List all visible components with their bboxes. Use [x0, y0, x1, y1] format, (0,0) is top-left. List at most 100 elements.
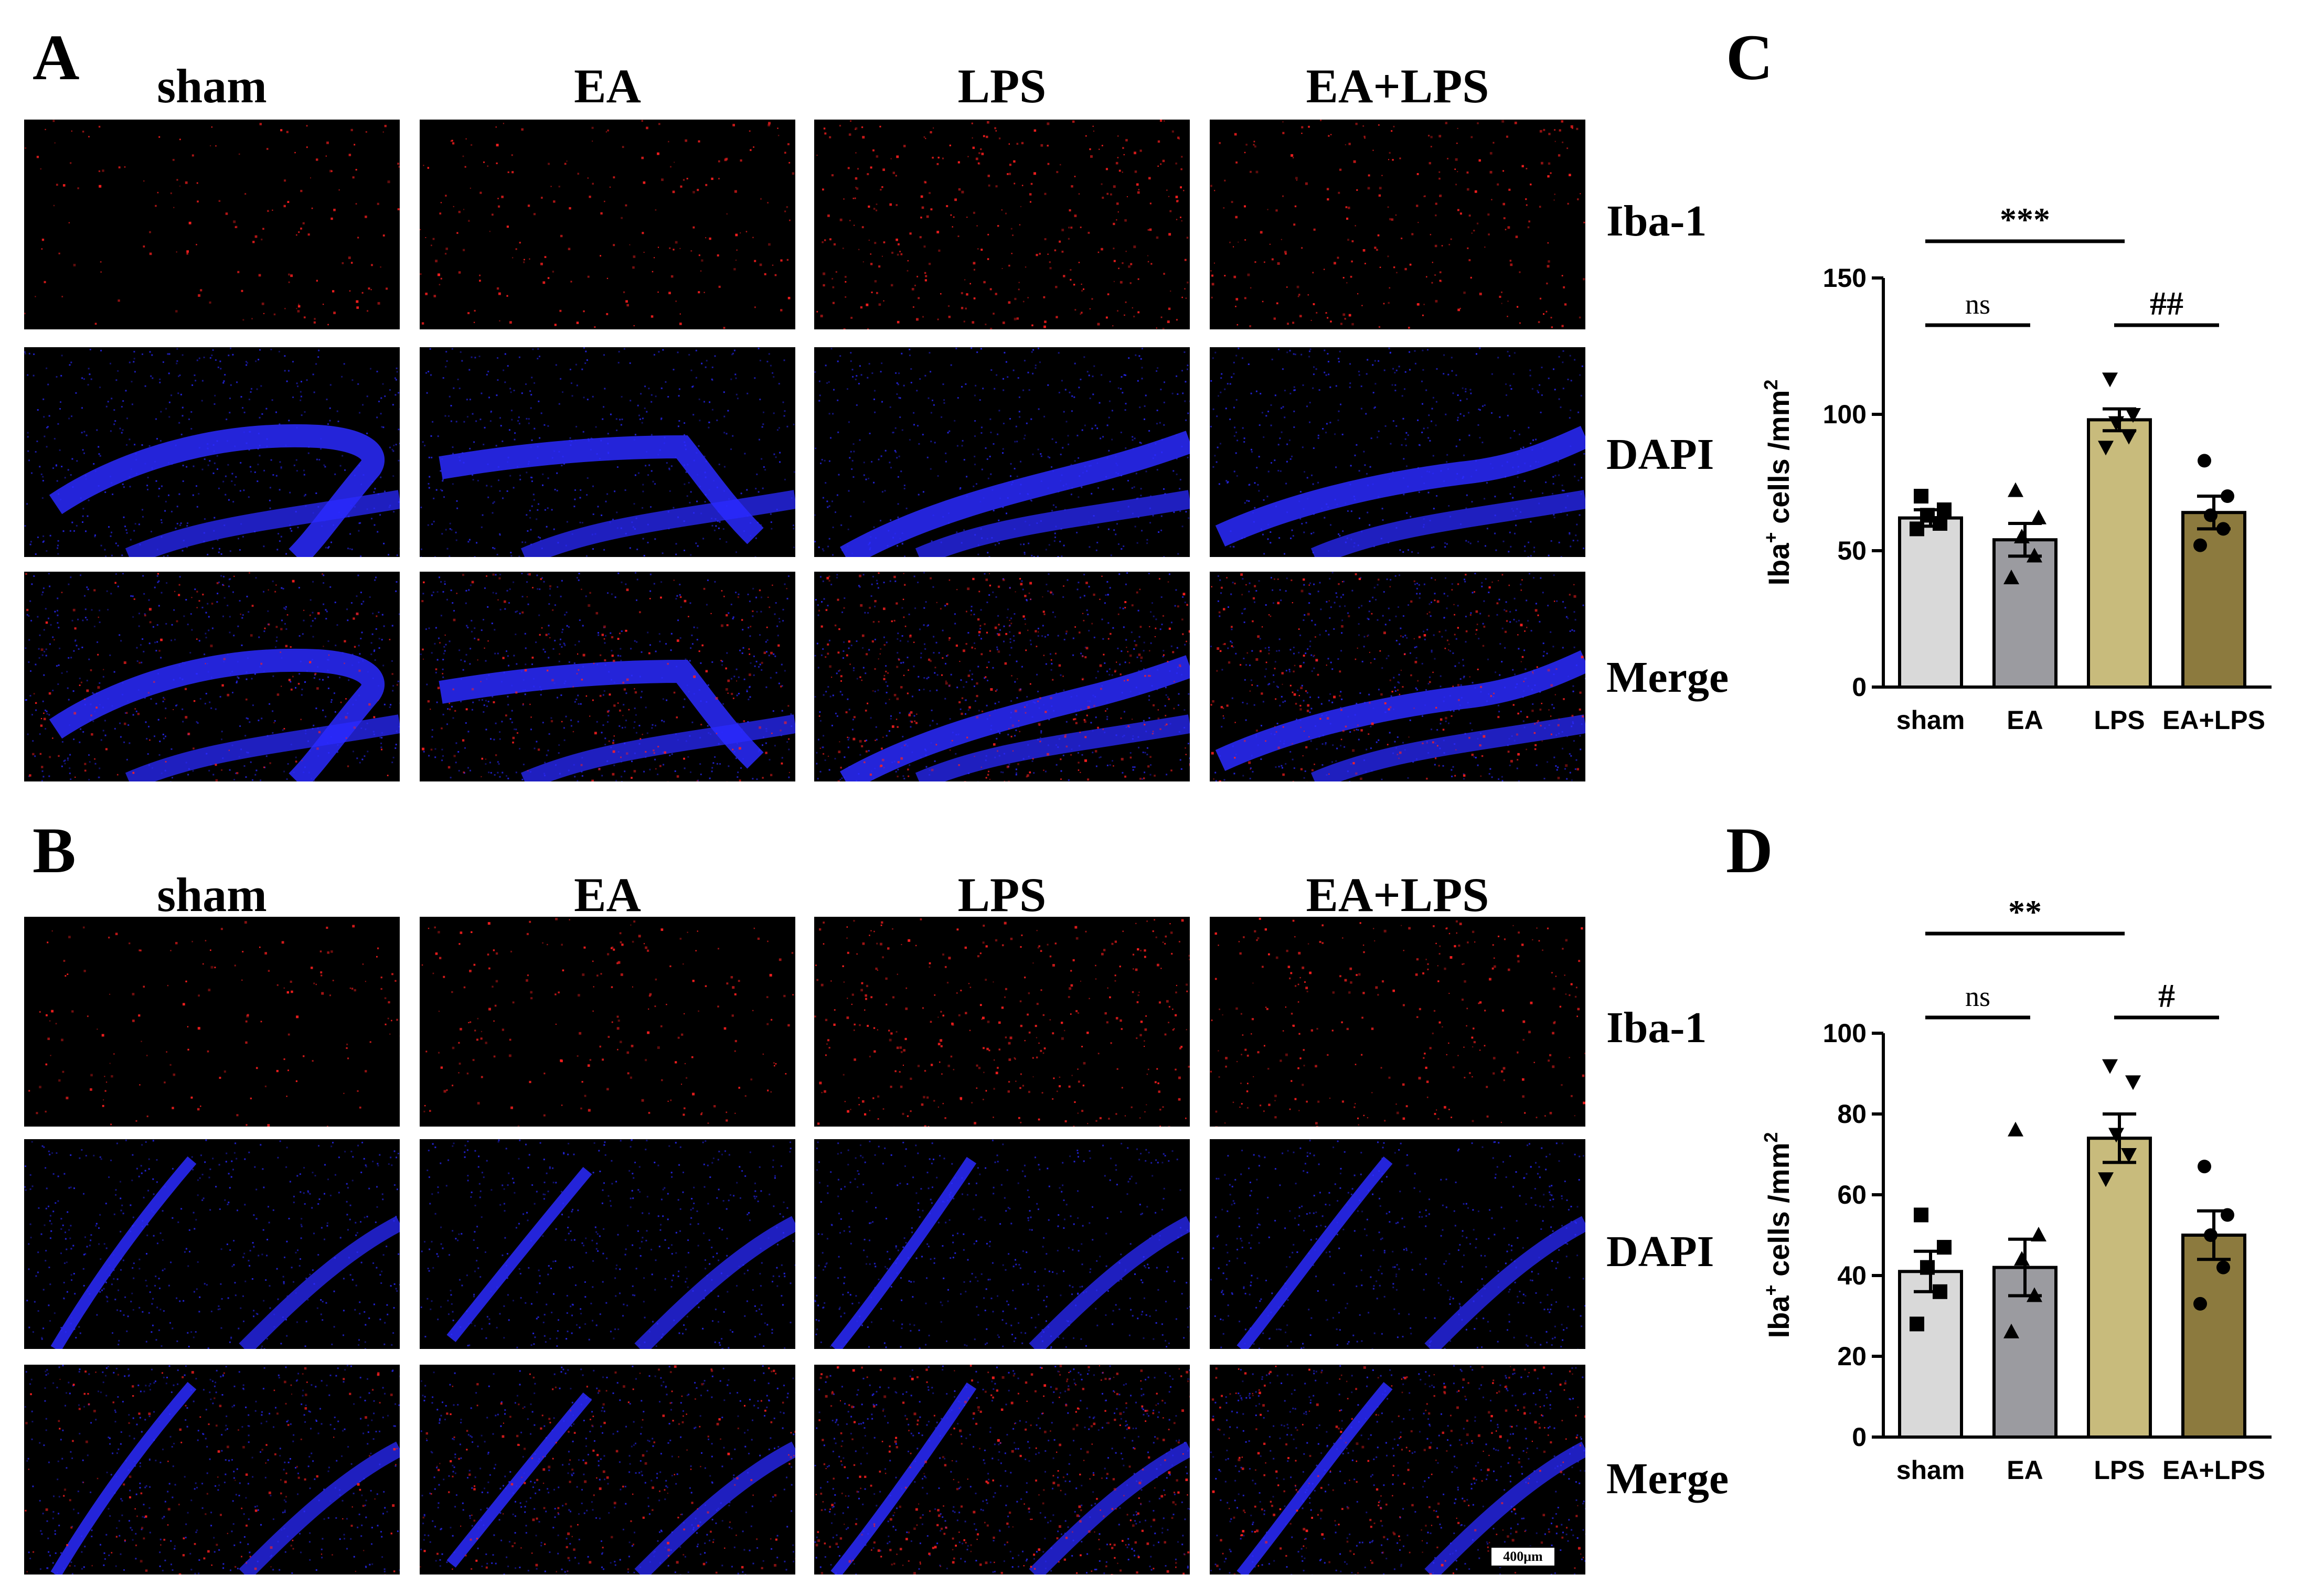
data-point — [2204, 1228, 2218, 1242]
col-label-a-ealps: EA+LPS — [1306, 59, 1489, 113]
significance-label: *** — [2000, 201, 2050, 238]
data-point — [1910, 521, 1924, 537]
micrograph-b-dapi-3 — [1210, 1139, 1585, 1349]
data-point — [2216, 1260, 2230, 1274]
bar-LPS — [2087, 418, 2152, 689]
data-point — [1910, 1316, 1924, 1332]
data-point — [2221, 1208, 2234, 1222]
data-point — [2031, 1227, 2046, 1241]
bar-sham — [1898, 1270, 1963, 1439]
micrograph-a-dapi-3 — [1210, 347, 1585, 557]
bar-EA+LPS — [2181, 511, 2246, 689]
data-point — [2198, 1160, 2211, 1174]
col-label-b-ealps: EA+LPS — [1306, 868, 1489, 922]
col-label-a-sham: sham — [157, 59, 267, 113]
bar-EA — [1992, 1266, 2058, 1439]
data-point — [2108, 1128, 2124, 1143]
data-point — [2193, 1297, 2207, 1311]
micrograph-a-merge-2 — [814, 572, 1190, 781]
micrograph-b-dapi-2 — [814, 1139, 1190, 1349]
panel-letter-d: D — [1726, 815, 1773, 886]
panel-letter-c: C — [1726, 22, 1773, 93]
data-point — [2008, 482, 2023, 497]
micrograph-a-iba-1 — [420, 120, 795, 329]
row-label-b-iba1: Iba-1 — [1606, 1003, 1707, 1052]
bar-EA — [1992, 538, 2058, 689]
x-tick-label: EA — [2007, 1455, 2043, 1485]
data-point — [2121, 1148, 2137, 1163]
data-point — [1937, 1240, 1952, 1255]
micrograph-b-merge-1 — [420, 1365, 795, 1574]
data-point — [1920, 508, 1935, 523]
micrograph-b-iba-1 — [420, 917, 795, 1127]
data-point — [2008, 1121, 2023, 1137]
data-point — [2003, 1323, 2019, 1338]
micrograph-b-dapi-0 — [24, 1139, 400, 1349]
row-label-b-dapi: DAPI — [1606, 1227, 1714, 1276]
y-tick-label: 150 — [1823, 263, 1867, 293]
data-point — [2027, 1287, 2042, 1302]
col-label-b-lps: LPS — [957, 868, 1047, 922]
micrograph-b-merge-2 — [814, 1365, 1190, 1574]
data-point — [2003, 570, 2019, 584]
micrograph-a-dapi-1 — [420, 347, 795, 557]
panel-letter-b: B — [33, 815, 76, 886]
y-tick-label: 40 — [1837, 1261, 1867, 1290]
y-tick-label: 80 — [1837, 1099, 1867, 1129]
x-tick-label: EA+LPS — [2162, 1455, 2265, 1485]
x-tick-label: EA+LPS — [2162, 705, 2265, 735]
micrograph-a-merge-3 — [1210, 572, 1585, 781]
data-point — [2108, 416, 2124, 431]
y-tick-label: 20 — [1837, 1342, 1867, 1371]
y-tick-label: 0 — [1852, 672, 1867, 702]
data-point — [2125, 408, 2141, 423]
data-point — [1920, 1260, 1935, 1275]
significance-label: ns — [1965, 981, 1990, 1012]
data-point — [2204, 508, 2218, 522]
data-point — [1914, 489, 1928, 503]
data-point — [2102, 1059, 2118, 1074]
data-point — [1933, 516, 1947, 531]
panel-letter-a: A — [33, 22, 80, 93]
data-point — [2098, 1172, 2114, 1187]
data-point — [2014, 1251, 2030, 1266]
data-point — [2193, 538, 2207, 552]
row-label-a-dapi: DAPI — [1606, 430, 1714, 479]
data-point — [2027, 548, 2042, 563]
row-label-a-merge: Merge — [1606, 653, 1729, 702]
micrograph-b-dapi-1 — [420, 1139, 795, 1349]
micrograph-a-merge-1 — [420, 572, 795, 781]
bar-LPS — [2087, 1137, 2152, 1439]
data-point — [2221, 489, 2234, 503]
data-point — [2198, 454, 2211, 468]
significance-label: ** — [2008, 893, 2042, 930]
bar-sham — [1898, 516, 1963, 689]
scale-bar-label: 400μm — [1490, 1546, 1556, 1567]
micrograph-a-dapi-2 — [814, 347, 1190, 557]
y-axis-label: Iba+ cells /mm2 — [1760, 380, 1795, 586]
data-point — [2121, 430, 2137, 445]
col-label-b-sham: sham — [157, 868, 267, 922]
col-label-a-lps: LPS — [957, 59, 1047, 113]
bar-chart-d: 0 20 40 60 80 100 Iba+ cells /mm2 sham EA LPS EA+L… — [1760, 893, 2272, 1485]
data-point — [2098, 441, 2114, 456]
data-point — [2125, 1075, 2141, 1090]
micrograph-b-merge-0 — [24, 1365, 400, 1574]
y-axis-label: Iba+ cells /mm2 — [1760, 1132, 1795, 1338]
y-tick-label: 100 — [1823, 1019, 1867, 1048]
y-tick-label: 60 — [1837, 1180, 1867, 1209]
micrograph-b-iba-3 — [1210, 917, 1585, 1127]
bar-EA+LPS — [2181, 1234, 2246, 1439]
micrograph-a-iba-2 — [814, 120, 1190, 329]
significance-label: ## — [2150, 285, 2183, 322]
x-tick-label: LPS — [2094, 1455, 2145, 1485]
col-label-a-ea: EA — [574, 59, 641, 113]
x-tick-label: EA — [2007, 705, 2043, 735]
data-point — [2031, 509, 2046, 524]
micrograph-a-iba-3 — [1210, 120, 1585, 329]
data-point — [1937, 502, 1952, 517]
data-point — [2102, 372, 2118, 388]
data-point — [2216, 522, 2230, 536]
x-tick-label: LPS — [2094, 705, 2145, 735]
x-tick-label: sham — [1896, 1455, 1965, 1485]
